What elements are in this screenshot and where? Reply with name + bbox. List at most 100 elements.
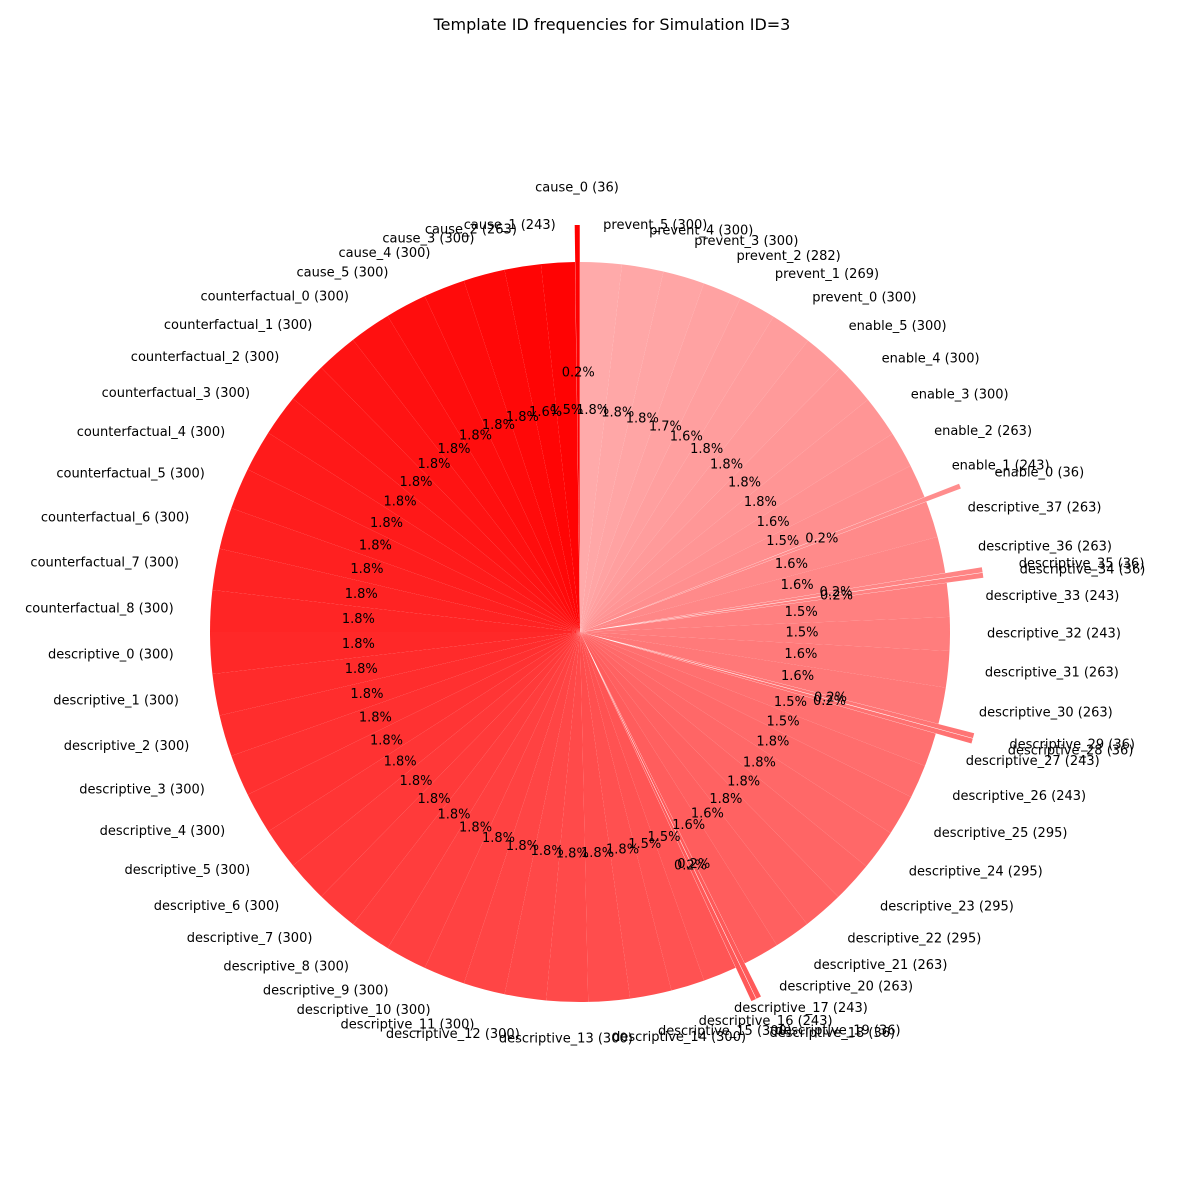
slice-label: descriptive_5 (300) [125,863,251,878]
slice-percent-label: 0.2% [819,585,852,600]
slice-label: descriptive_26 (243) [952,789,1086,804]
slice-percent-label: 1.5% [766,534,799,549]
slice-percent-label: 1.8% [437,442,470,457]
slice-percent-label: 1.8% [350,562,383,577]
pie-slice [352,315,580,632]
pie-slice [580,632,736,981]
pie-slice [580,632,839,925]
slice-label: descriptive_14 (300) [612,1030,746,1045]
pie-slice [580,264,664,632]
slice-percent-label: 1.8% [581,846,614,861]
slice-percent-label: 0.2% [805,532,838,547]
slice-percent-label: 1.8% [482,831,515,846]
slice-label: enable_0 (36) [994,465,1084,480]
pie-slice [616,572,984,627]
slice-label: prevent_4 (300) [649,223,753,238]
slice-label: descriptive_3 (300) [79,782,205,797]
slice-label: prevent_3 (300) [694,234,798,249]
slice-percent-label: 1.5% [647,830,680,845]
pie-slice [219,632,581,756]
slice-percent-label: 1.8% [350,687,383,702]
pie-slice [580,616,951,651]
slice-percent-label: 1.7% [649,420,682,435]
pie-slice [580,536,946,632]
slice-percent-label: 1.5% [785,605,818,620]
slice-label: counterfactual_4 (300) [77,425,225,440]
slice-percent-label: 1.6% [784,647,817,662]
slice-label: descriptive_33 (243) [985,589,1119,604]
pie-slice [580,632,912,833]
slice-percent-label: 1.8% [506,410,539,425]
slice-percent-label: 1.8% [626,411,659,426]
pie-slice [595,665,756,1002]
pie-slice [247,632,580,832]
pie-slice [424,280,580,632]
pie-slice [580,368,868,632]
pie-slice [463,632,580,995]
slice-percent-label: 1.8% [728,475,761,490]
pie-slices [210,225,984,1002]
pie-slice [596,665,761,999]
slice-label: descriptive_20 (263) [779,979,913,994]
slice-label: descriptive_31 (263) [985,666,1119,681]
slice-percent-label: 1.8% [370,516,403,531]
slice-label: descriptive_30 (263) [979,706,1113,721]
slice-percent-label: 1.8% [601,406,634,421]
pie-slice [546,632,589,1002]
pie-slice [580,632,631,1002]
slice-percent-label: 1.8% [345,662,378,677]
slice-label: enable_3 (300) [911,387,1009,402]
slice-percent-label: 1.5% [785,626,818,641]
slice-percent-label: 1.8% [459,820,492,835]
pie-slice [580,632,950,688]
slice-percent-label: 1.8% [743,755,776,770]
slice-percent-label: 1.8% [576,403,609,418]
slice-percent-label: 1.8% [459,429,492,444]
slice-percent-label: 0.2% [562,366,595,381]
slice-label: descriptive_7 (300) [187,931,313,946]
pie-slice [580,399,893,632]
slice-percent-label: 1.8% [727,775,760,790]
pie-slice [210,590,580,633]
percent-labels: 0.2%1.5%1.6%1.8%1.8%1.8%1.8%1.8%1.8%1.8%… [342,366,853,874]
slice-label: descriptive_34 (36) [1020,563,1146,578]
pie-slice [614,483,961,619]
slice-label: prevent_1 (269) [775,267,879,282]
pie-slice [580,632,705,991]
slice-label: cause_3 (300) [382,231,474,246]
slice-label: descriptive_35 (36) [1019,557,1145,572]
slice-label: descriptive_10 (300) [297,1003,431,1018]
slice-percent-label: 1.6% [672,818,705,833]
slice-label: descriptive_24 (295) [909,864,1043,879]
slice-label: enable_5 (300) [849,319,947,334]
slice-percent-label: 1.8% [418,457,451,472]
slice-label: descriptive_37 (263) [968,500,1102,515]
pie-slice [292,367,580,632]
slice-label: descriptive_2 (300) [64,739,190,754]
slice-percent-label: 1.8% [342,612,375,627]
slice-label: descriptive_18 (36) [769,1026,895,1041]
pie-slice [580,465,925,632]
pie-slice [219,508,580,632]
pie-slice [321,632,580,925]
slice-label: counterfactual_0 (300) [200,289,348,304]
slice-label: counterfactual_6 (300) [41,510,189,525]
slice-percent-label: 1.8% [506,839,539,854]
slice-percent-label: 1.8% [531,844,564,859]
slice-label: descriptive_0 (300) [48,648,174,663]
pie-slice [504,264,580,632]
slice-label: cause_0 (36) [535,181,619,196]
slice-percent-label: 0.2% [820,588,853,603]
slice-label: counterfactual_1 (300) [164,318,312,333]
pie-slice [580,632,936,766]
slice-percent-label: 1.8% [710,458,743,473]
slice-label: cause_4 (300) [338,246,430,261]
pie-slice [212,632,580,716]
pie-slice [580,582,950,632]
slice-label: descriptive_32 (243) [987,627,1121,642]
pie-slice [424,632,580,984]
pie-slice [387,296,580,632]
slice-label: descriptive_13 (300) [499,1031,633,1046]
pie-slice [504,632,580,1001]
slice-percent-label: 1.8% [399,475,432,490]
